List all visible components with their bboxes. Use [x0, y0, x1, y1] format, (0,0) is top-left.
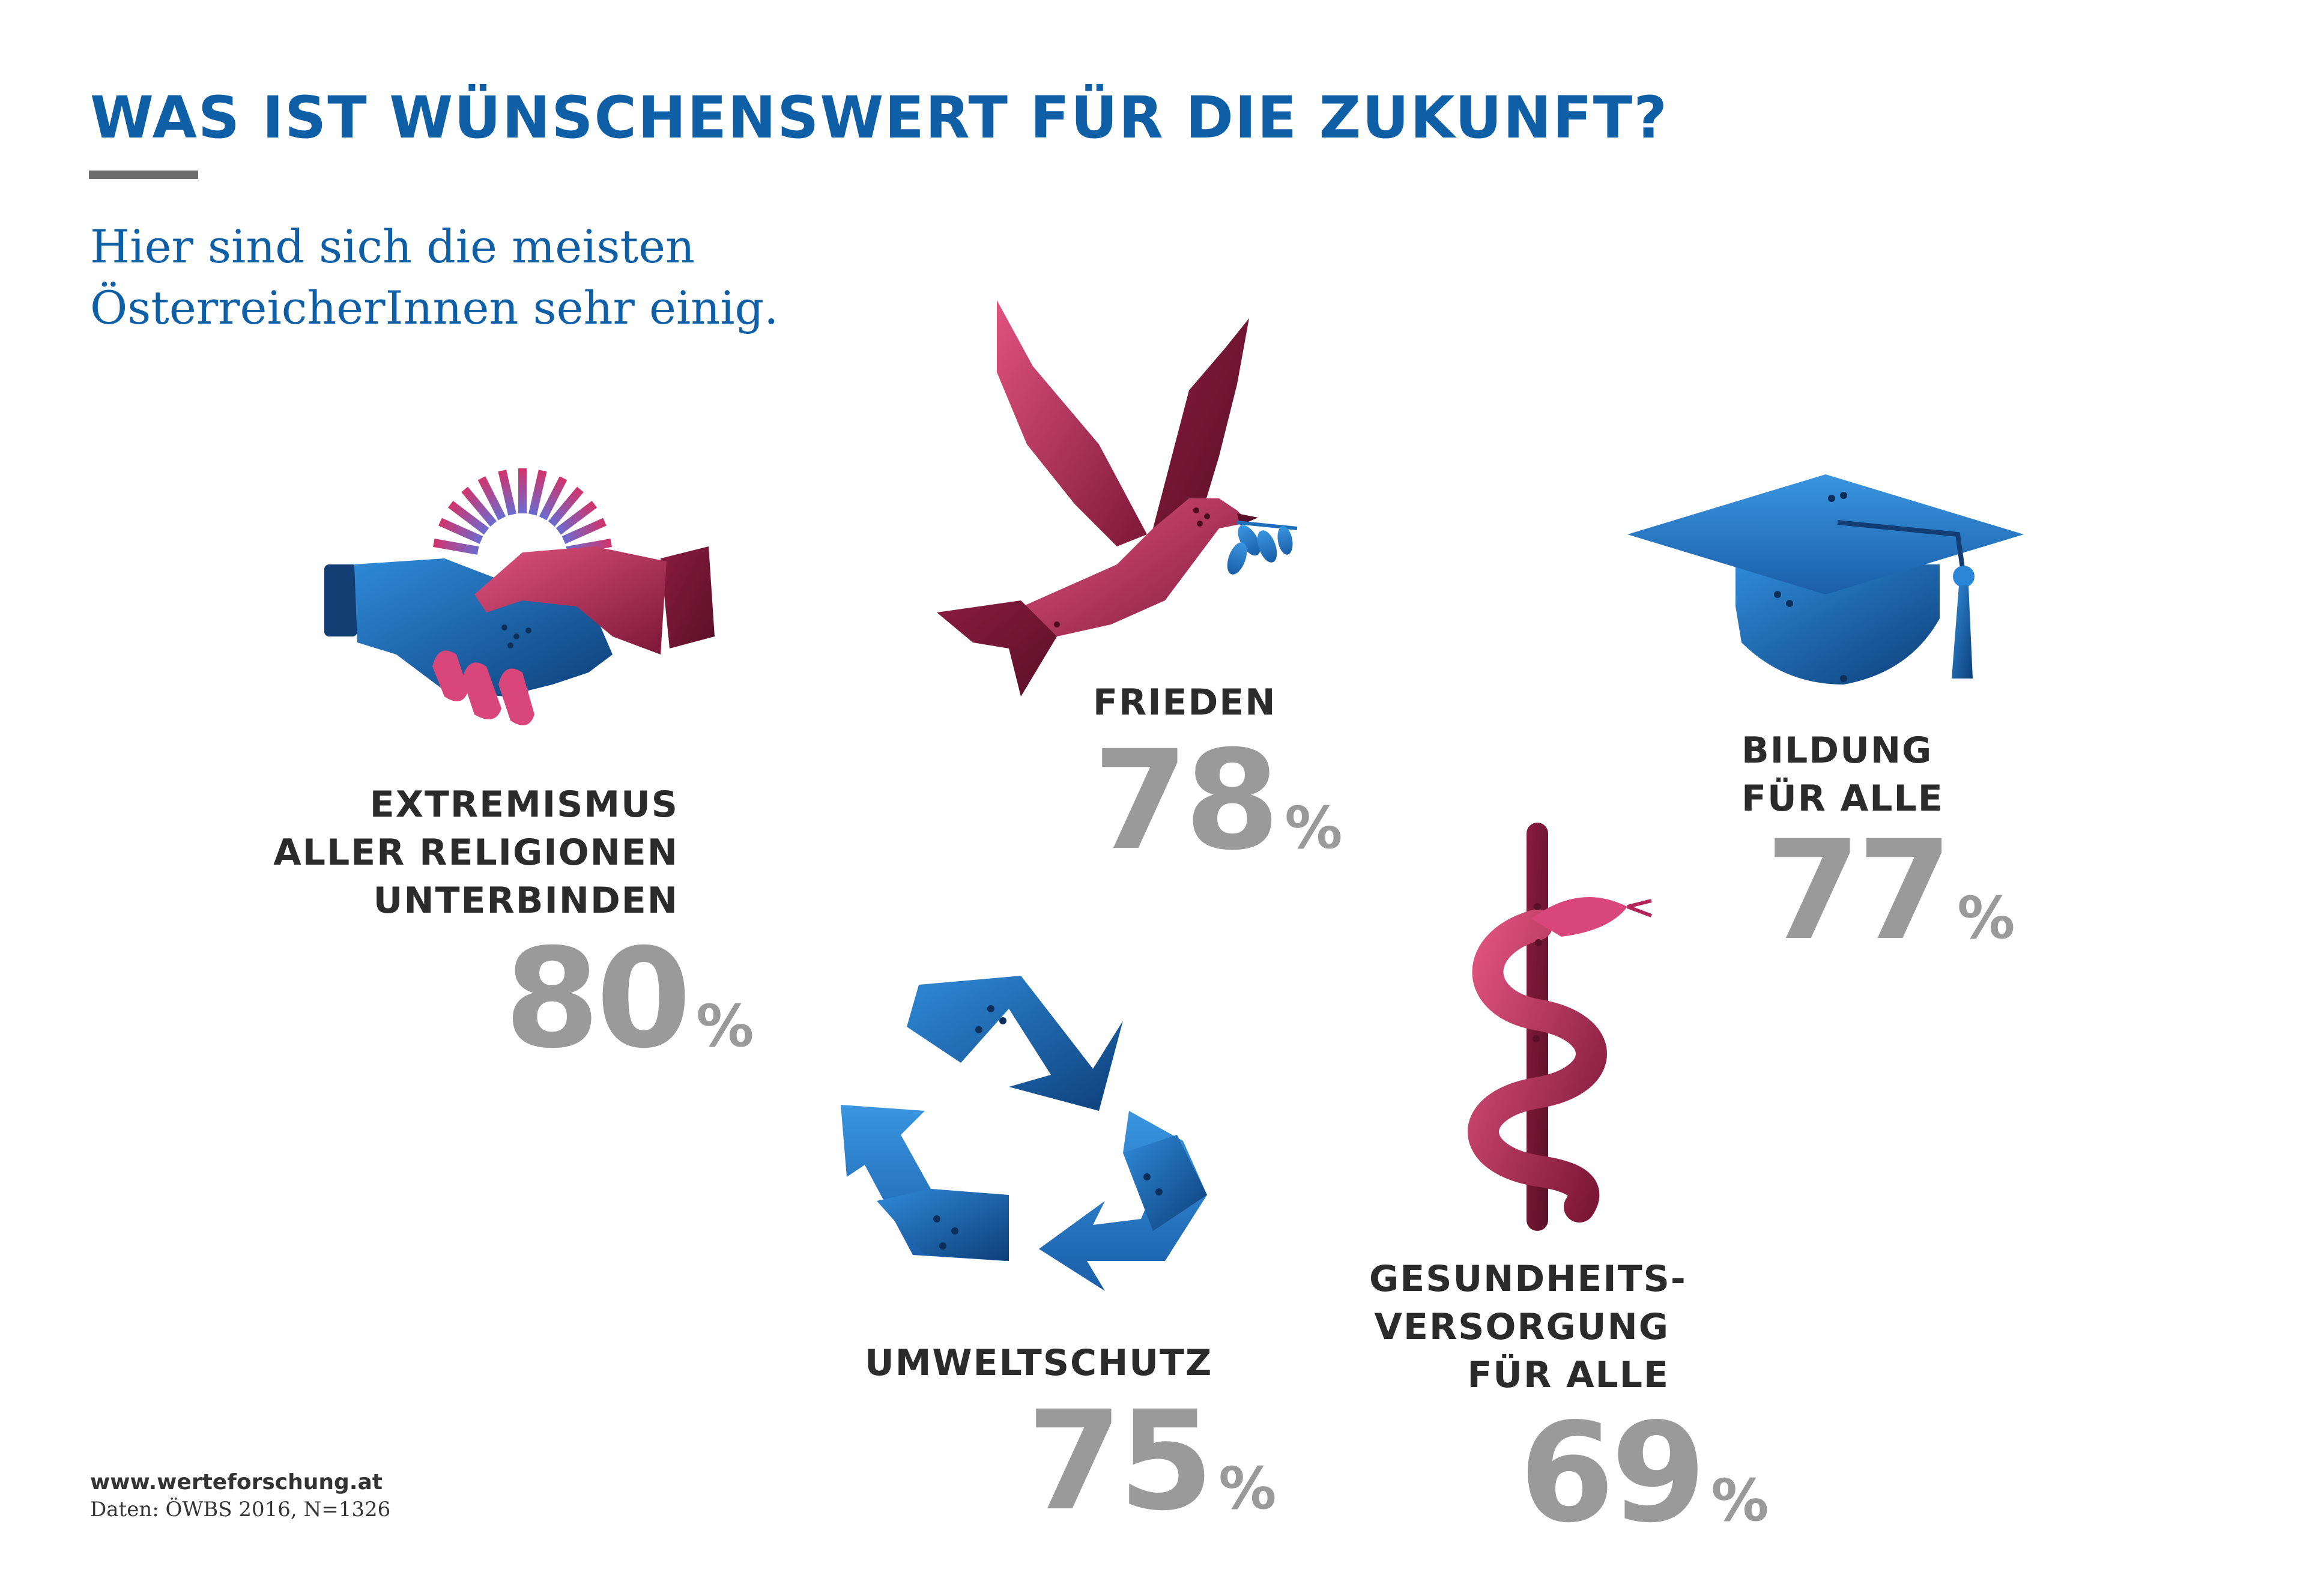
value-unit: %: [696, 993, 754, 1060]
value-number: 78: [1093, 721, 1280, 880]
label-frieden: FRIEDEN: [1093, 682, 1277, 724]
value-number: 69: [1519, 1393, 1706, 1553]
label-bildung: BILDUNG FÜR ALLE: [1742, 730, 1944, 820]
value-number: 80: [504, 919, 691, 1078]
recycle-icon: [841, 976, 1207, 1291]
value-gesundheit: 69%: [1519, 1393, 1769, 1553]
handshake-icon: [324, 468, 715, 725]
value-unit: %: [1957, 884, 2015, 952]
title-underline: [89, 171, 198, 179]
footer-source: Daten: ÖWBS 2016, N=1326: [90, 1498, 391, 1522]
value-extremismus: 80%: [504, 919, 754, 1078]
value-number: 77: [1766, 811, 1952, 970]
dove-icon: [937, 300, 1298, 697]
subtitle: Hier sind sich die meisten ÖsterreicherI…: [90, 220, 779, 334]
rod-of-asclepius-icon: [1468, 823, 1653, 1231]
label-extremismus: EXTREMISMUS ALLER RELIGIONEN UNTERBINDEN: [273, 784, 679, 922]
value-number: 75: [1027, 1381, 1214, 1541]
graduation-cap-icon: [1627, 474, 2024, 685]
page-title: WAS IST WÜNSCHENSWERT FÜR DIE ZUKUNFT?: [90, 84, 1668, 151]
value-unit: %: [1711, 1467, 1769, 1534]
label-gesundheit: GESUNDHEITS- VERSORGUNG FÜR ALLE: [1369, 1258, 1687, 1396]
value-frieden: 78%: [1093, 721, 1342, 880]
value-bildung: 77%: [1766, 811, 2015, 970]
sunburst-rays: [433, 468, 612, 555]
footer-url: www.werteforschung.at: [90, 1470, 383, 1495]
value-umweltschutz: 75%: [1027, 1381, 1276, 1541]
value-unit: %: [1285, 794, 1343, 862]
label-umweltschutz: UMWELTSCHUTZ: [865, 1342, 1213, 1384]
value-unit: %: [1218, 1455, 1277, 1522]
